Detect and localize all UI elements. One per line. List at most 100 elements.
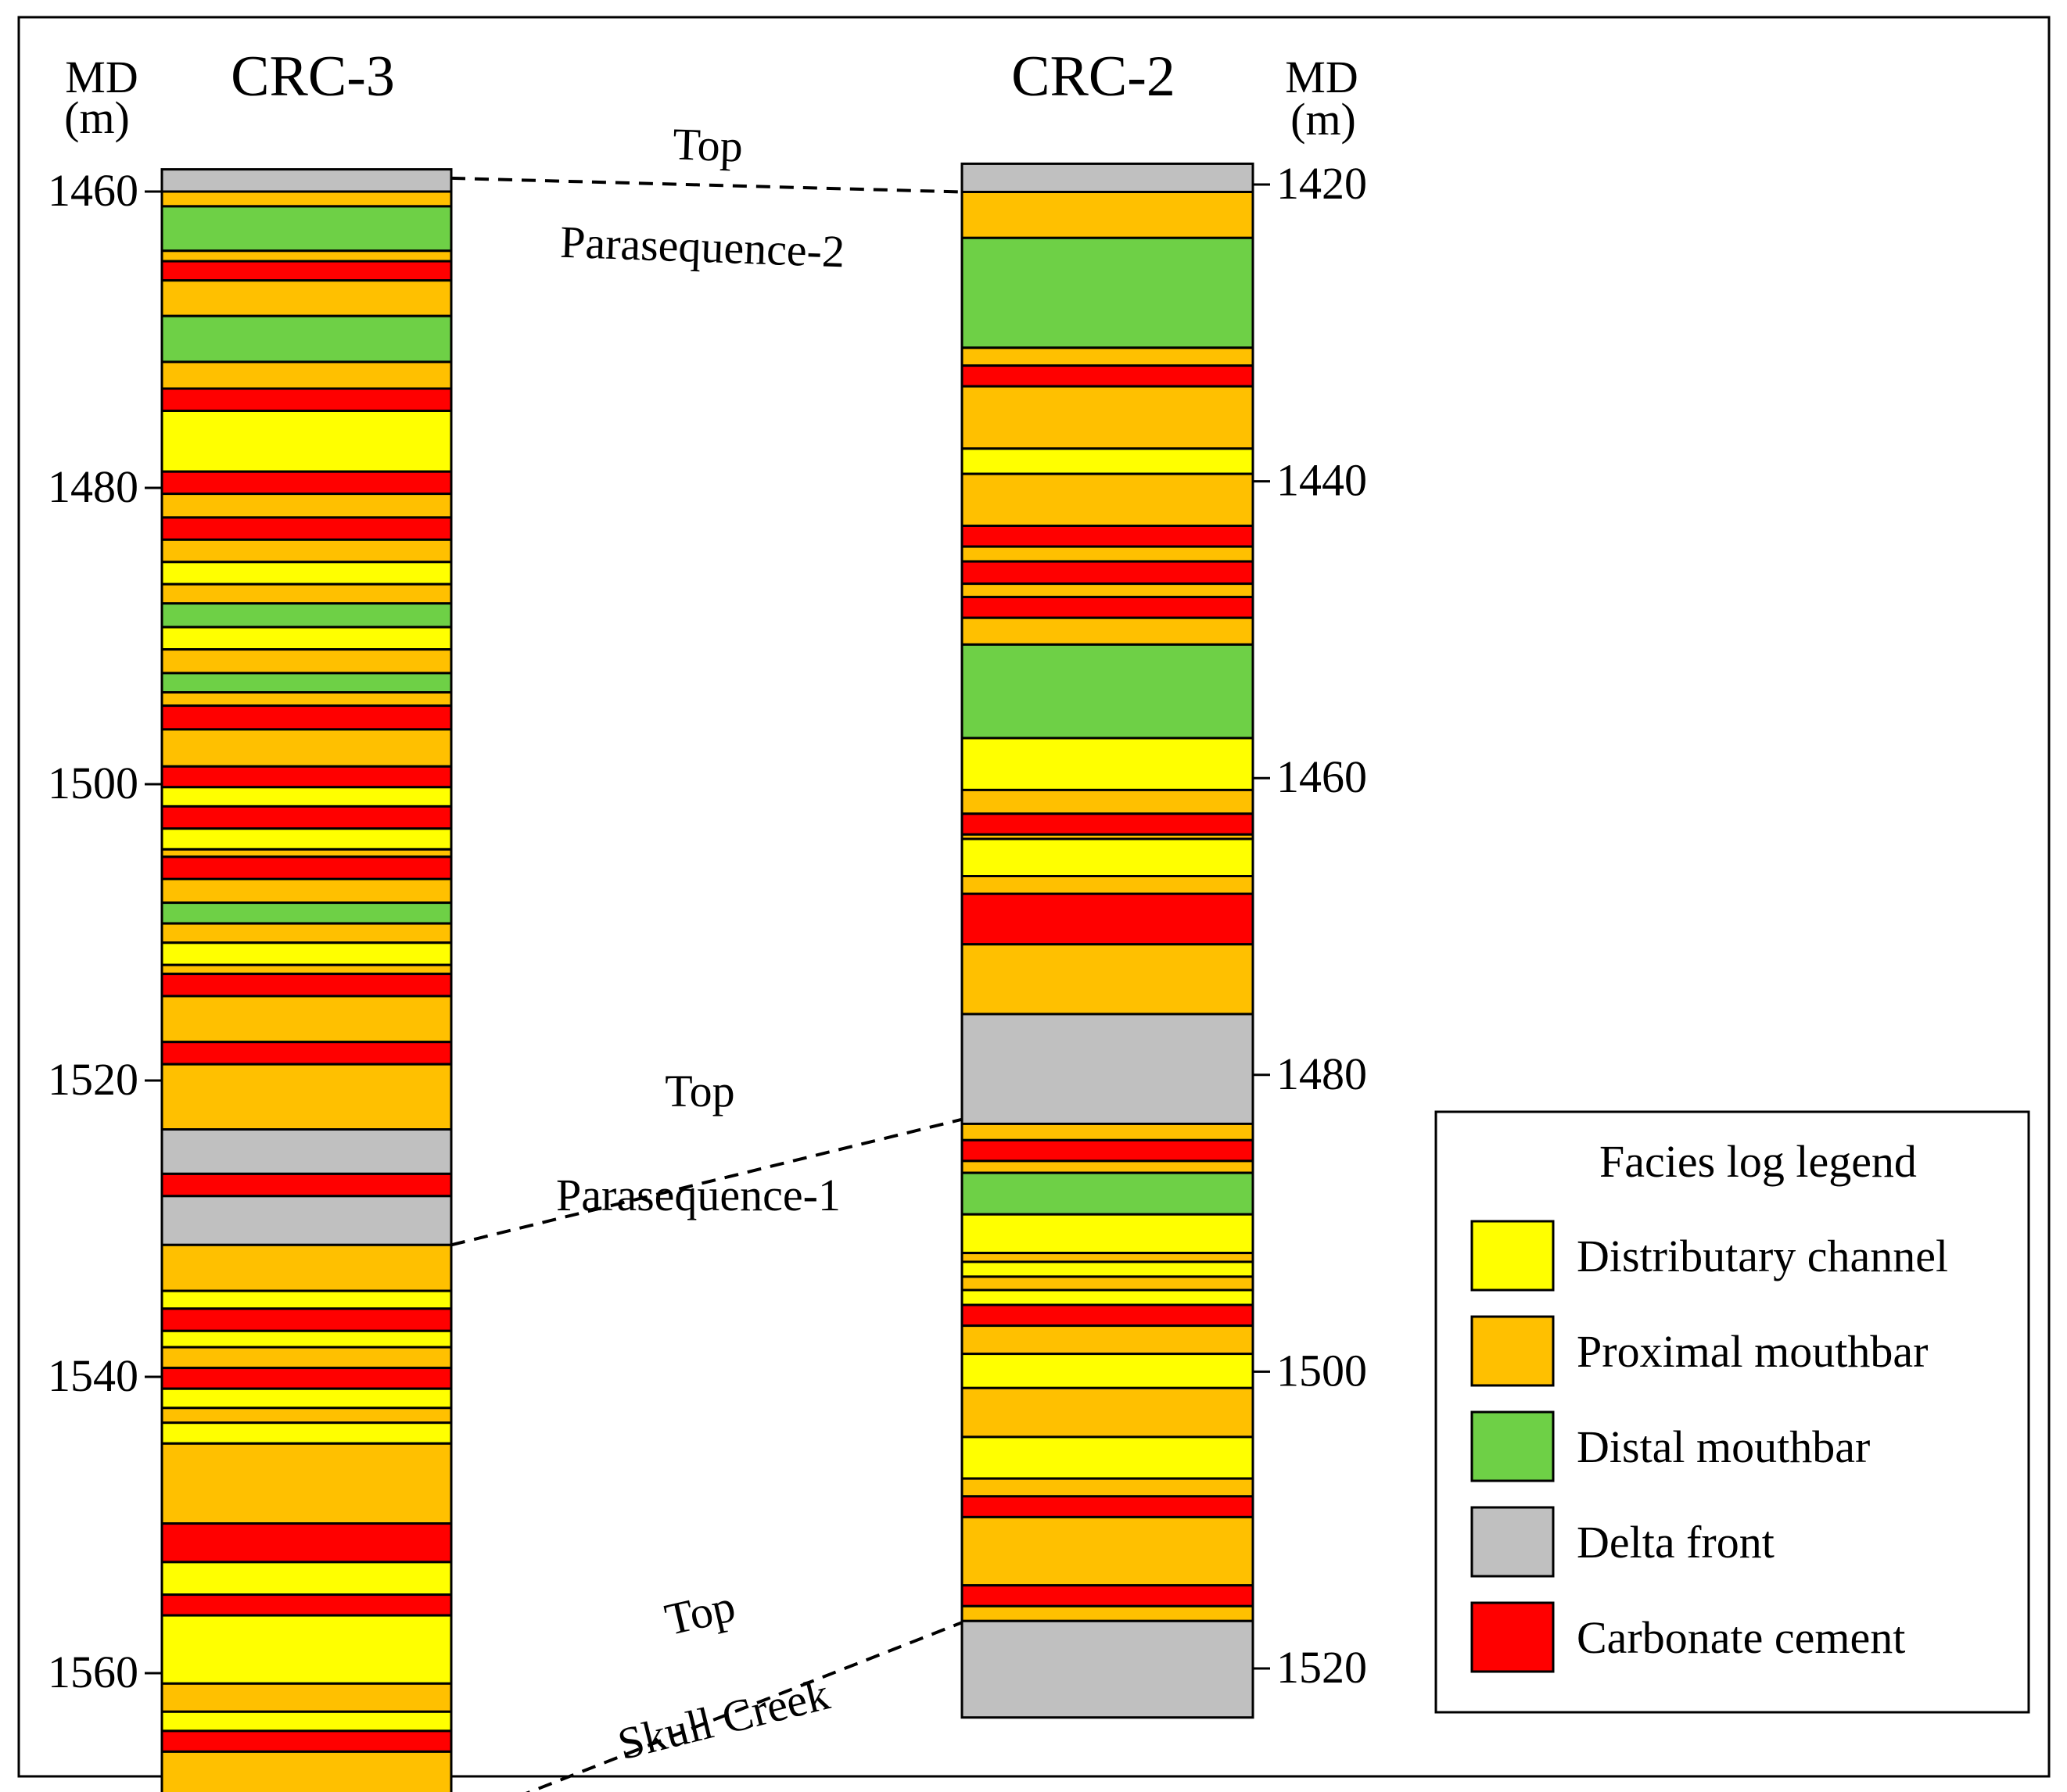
- facies-layer-proximal-mouthbar: [960, 1324, 1254, 1356]
- depth-tick-label: 1440: [1276, 455, 1367, 506]
- legend-label-distal-mouthbar: Distal mouthbar: [1577, 1421, 1870, 1472]
- facies-layer-carbonate-cement: [160, 1729, 453, 1753]
- facies-layer-carbonate-cement: [160, 855, 453, 880]
- depth-tick-label: 1460: [48, 165, 138, 216]
- facies-layer-distal-mouthbar: [160, 672, 453, 694]
- crc-2-depth-axis: 1420 1440 1460 1480 1500 1520: [1253, 158, 1367, 1693]
- md-unit-left: (m): [64, 92, 130, 143]
- correlation-top-parasequence-1: Top Parasequence-1: [450, 1066, 963, 1247]
- facies-layer-proximal-mouthbar: [160, 493, 453, 519]
- facies-layer-carbonate-cement: [160, 704, 453, 731]
- facies-layer-carbonate-cement: [960, 525, 1254, 548]
- facies-layer-proximal-mouthbar: [160, 1346, 453, 1370]
- correlation-line: [525, 1621, 963, 1792]
- facies-layer-carbonate-cement: [960, 812, 1254, 836]
- correlation-label-top: Top: [672, 118, 744, 171]
- facies-layer-distributary-channel: [160, 1561, 453, 1597]
- facies-layer-distributary-channel: [160, 1421, 453, 1445]
- facies-layer-distributary-channel: [160, 1614, 453, 1685]
- facies-layer-carbonate-cement: [960, 1138, 1254, 1163]
- correlation-label-unit: Parasequence-2: [559, 217, 845, 278]
- facies-layer-distal-mouthbar: [960, 236, 1254, 349]
- facies-layer-distributary-channel: [160, 561, 453, 586]
- facies-layer-distributary-channel: [960, 1353, 1254, 1389]
- facies-layer-carbonate-cement: [960, 596, 1254, 619]
- depth-tick-label: 1560: [48, 1647, 138, 1697]
- facies-layer-proximal-mouthbar: [160, 1442, 453, 1525]
- facies-layer-proximal-mouthbar: [160, 1407, 453, 1425]
- facies-layer-carbonate-cement: [160, 1172, 453, 1198]
- facies-layer-proximal-mouthbar: [160, 190, 453, 208]
- facies-layer-proximal-mouthbar: [160, 1063, 453, 1131]
- facies-layer-carbonate-cement: [960, 560, 1254, 586]
- facies-layer-distributary-channel: [960, 1288, 1254, 1306]
- facies-layer-distal-mouthbar: [160, 901, 453, 925]
- correlation-label-unit: Parasequence-1: [556, 1170, 841, 1220]
- facies-layer-proximal-mouthbar: [160, 995, 453, 1044]
- well-name-crc-2: CRC-2: [1011, 45, 1175, 109]
- facies-layer-carbonate-cement: [160, 1041, 453, 1066]
- depth-tick-label: 1480: [1276, 1048, 1367, 1099]
- facies-layer-proximal-mouthbar: [960, 616, 1254, 646]
- facies-layer-distributary-channel: [160, 786, 453, 808]
- facies-layer-proximal-mouthbar: [960, 1275, 1254, 1292]
- facies-layer-carbonate-cement: [960, 364, 1254, 388]
- facies-layer-delta-front: [960, 1619, 1254, 1719]
- depth-tick-label: 1540: [48, 1350, 138, 1401]
- facies-layer-proximal-mouthbar: [160, 538, 453, 564]
- facies-layer-proximal-mouthbar: [960, 1122, 1254, 1142]
- facies-layer-carbonate-cement: [160, 805, 453, 830]
- facies-layer-proximal-mouthbar: [960, 346, 1254, 367]
- legend-label-carbonate-cement: Carbonate cement: [1577, 1612, 1905, 1663]
- correlation-label-top: Top: [665, 1066, 734, 1116]
- facies-layer-proximal-mouthbar: [960, 545, 1254, 563]
- facies-layer-proximal-mouthbar: [960, 1386, 1254, 1439]
- facies-layer-distal-mouthbar: [160, 602, 453, 629]
- correlation-line: [450, 176, 963, 194]
- crc-2-facies-column: [960, 162, 1254, 1719]
- facies-layer-proximal-mouthbar: [960, 943, 1254, 1016]
- facies-layer-proximal-mouthbar: [960, 385, 1254, 450]
- facies-layer-proximal-mouthbar: [960, 1515, 1254, 1587]
- facies-layer-distributary-channel: [960, 447, 1254, 475]
- depth-tick-label: 1420: [1276, 158, 1367, 209]
- facies-layer-proximal-mouthbar: [160, 279, 453, 317]
- facies-layer-carbonate-cement: [160, 516, 453, 541]
- facies-layer-carbonate-cement: [160, 387, 453, 412]
- legend-swatch-delta-front: [1470, 1506, 1555, 1578]
- facies-layer-proximal-mouthbar: [960, 582, 1254, 599]
- facies-layer-distal-mouthbar: [960, 1171, 1254, 1216]
- facies-layer-distributary-channel: [160, 625, 453, 650]
- well-crc-3: CRC-3 MD (m) 1460 1480 1500 1520 1540 1560: [48, 45, 453, 1792]
- facies-layer-distributary-channel: [160, 827, 453, 851]
- facies-layer-carbonate-cement: [960, 1495, 1254, 1518]
- facies-layer-carbonate-cement: [960, 1303, 1254, 1328]
- facies-layer-distal-mouthbar: [160, 314, 453, 364]
- facies-layer-carbonate-cement: [960, 892, 1254, 946]
- facies-layer-carbonate-cement: [160, 1307, 453, 1332]
- crc-3-depth-axis: 1460 1480 1500 1520 1540 1560: [48, 165, 162, 1697]
- facies-layer-proximal-mouthbar: [160, 582, 453, 605]
- md-label-right: MD: [1285, 52, 1358, 102]
- depth-tick-label: 1460: [1276, 751, 1367, 802]
- facies-layer-distributary-channel: [160, 410, 453, 473]
- facies-layer-carbonate-cement: [960, 1584, 1254, 1607]
- facies-layer-distributary-channel: [960, 837, 1254, 877]
- facies-layer-carbonate-cement: [160, 1522, 453, 1564]
- facies-layer-delta-front: [960, 162, 1254, 193]
- facies-layer-delta-front: [160, 1195, 453, 1246]
- facies-layer-proximal-mouthbar: [960, 472, 1254, 527]
- facies-layer-delta-front: [960, 1012, 1254, 1125]
- facies-layer-distributary-channel: [160, 1289, 453, 1310]
- facies-layer-distributary-channel: [160, 1710, 453, 1733]
- facies-layer-proximal-mouthbar: [160, 249, 453, 263]
- legend-label-delta-front: Delta front: [1577, 1517, 1775, 1568]
- facies-layer-proximal-mouthbar: [160, 1750, 453, 1792]
- legend-swatch-carbonate-cement: [1470, 1601, 1555, 1673]
- facies-layer-delta-front: [160, 1128, 453, 1175]
- facies-layer-proximal-mouthbar: [960, 1252, 1254, 1263]
- facies-layer-proximal-mouthbar: [960, 788, 1254, 815]
- facies-layer-proximal-mouthbar: [160, 360, 453, 390]
- well-crc-2: CRC-2 MD (m) 1420 1440 1460 1480 1500 1520: [960, 45, 1367, 1719]
